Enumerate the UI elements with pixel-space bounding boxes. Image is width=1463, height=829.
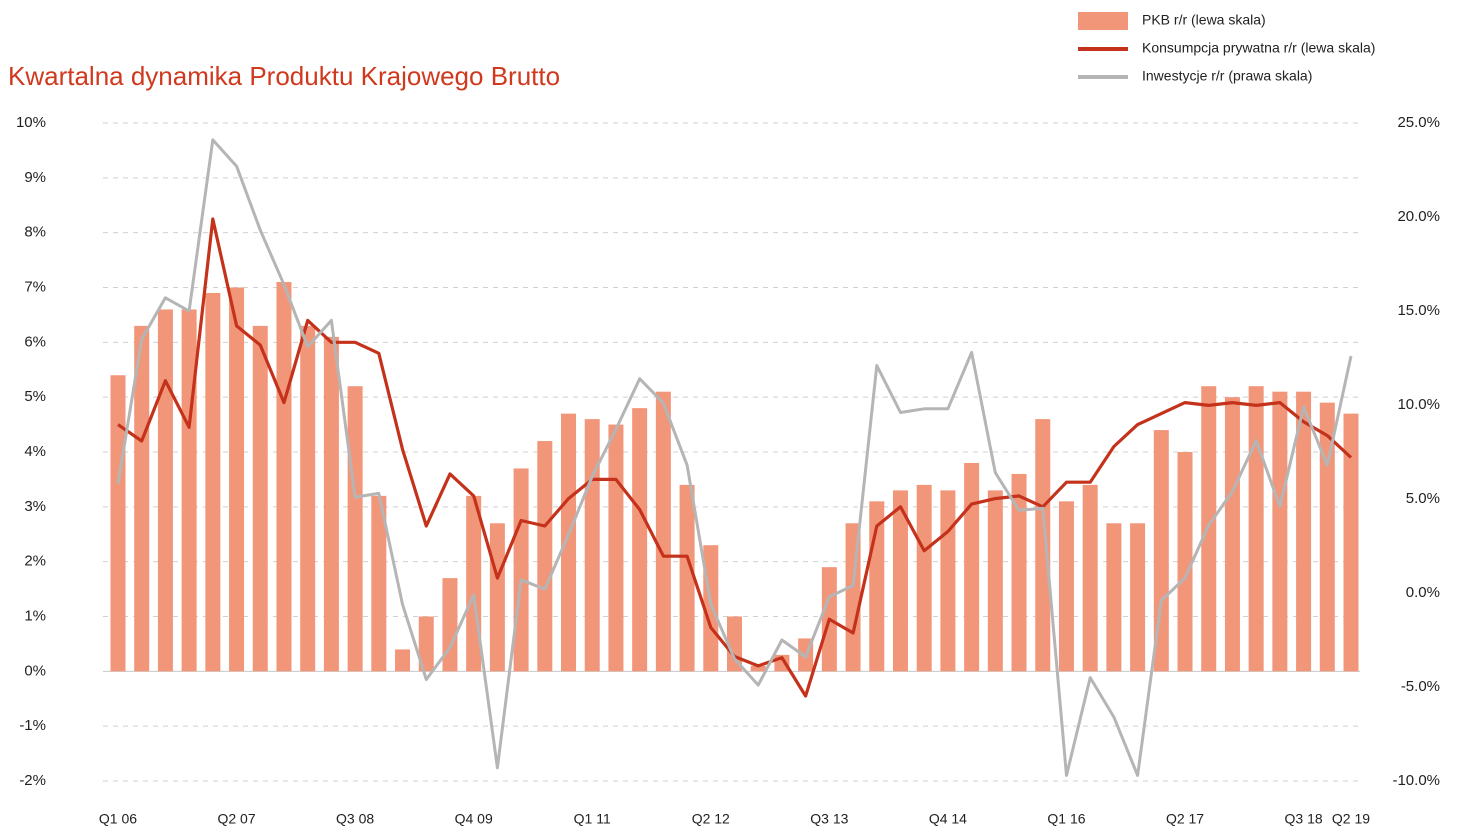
x-tick-label: Q2 12 [692,811,730,827]
y-tick-label: 6% [24,333,46,350]
x-tick-label: Q1 06 [99,811,137,827]
x-tick-label: Q3 13 [810,811,848,827]
chart-title: Kwartalna dynamika Produktu Krajowego Br… [8,61,560,91]
bar [679,484,695,672]
bar [418,616,434,672]
bar [892,490,908,672]
bar [608,424,624,672]
bar [489,523,505,672]
y-tick-label: 10% [16,114,46,131]
bar [205,292,221,672]
legend-label: PKB r/r (lewa skala) [1142,12,1266,28]
bar [300,325,316,672]
y-tick-label: 5% [24,388,46,405]
bar [466,495,482,672]
y-tick-label: 1% [24,607,46,624]
bar [1082,484,1098,672]
bar [229,287,245,672]
bar [276,282,292,672]
bar [750,665,766,672]
y2-tick-label: 20.0% [1397,208,1440,225]
bar [987,490,1003,672]
x-tick-label: Q4 14 [929,811,967,827]
bar [1177,452,1193,672]
bar [1224,397,1240,672]
bar [513,468,529,672]
bar [537,441,553,672]
bar [110,375,126,672]
y2-tick-label: 25.0% [1397,114,1440,131]
bar [1106,523,1122,672]
y-tick-label: -2% [19,772,46,789]
bar [940,490,956,672]
bar [181,309,197,672]
bar [1153,430,1169,672]
legend-swatch [1078,12,1128,30]
bar [371,495,387,672]
x-tick-label: Q1 11 [574,811,611,827]
bar [964,462,980,672]
y2-tick-label: 5.0% [1406,490,1440,507]
bar [1296,391,1312,672]
bar [252,325,268,672]
bar [561,413,577,672]
y2-tick-label: 10.0% [1397,396,1440,413]
bar [1035,419,1051,672]
bar [1130,523,1146,672]
y2-tick-label: 0.0% [1406,584,1440,601]
x-tick-label: Q2 07 [217,811,255,827]
y-tick-label: -1% [19,717,46,734]
bar [1011,473,1027,672]
y-tick-label: 3% [24,498,46,515]
bar [1058,501,1074,672]
bar [916,484,932,672]
bar [157,309,173,672]
line [116,138,1353,777]
y-tick-label: 8% [24,224,46,241]
y-tick-label: 2% [24,553,46,570]
bar [347,386,363,672]
bar [442,578,458,672]
y-tick-label: 9% [24,169,46,186]
legend-label: Konsumpcja prywatna r/r (lewa skala) [1142,40,1375,56]
x-tick-label: Q3 18 [1285,811,1323,827]
bar [134,325,150,672]
bar [1248,386,1264,672]
bar [395,649,411,672]
x-tick-label: Q3 08 [336,811,374,827]
bar [1272,391,1288,672]
y-tick-label: 0% [24,662,46,679]
bar [632,408,648,672]
x-tick-label: Q1 16 [1047,811,1085,827]
bar [655,391,671,672]
bar [323,336,339,672]
x-tick-label: Q2 19 [1332,811,1370,827]
legend-label: Inwestycje r/r (prawa skala) [1142,68,1312,84]
bar [1343,413,1359,672]
bar [584,419,600,672]
y-tick-label: 7% [24,278,46,295]
y2-tick-label: 15.0% [1397,302,1440,319]
y2-tick-label: -10.0% [1392,772,1440,789]
x-tick-label: Q4 09 [455,811,493,827]
y2-tick-label: -5.0% [1401,678,1440,695]
x-tick-label: Q2 17 [1166,811,1204,827]
bar [1319,402,1335,672]
y-tick-label: 4% [24,443,46,460]
